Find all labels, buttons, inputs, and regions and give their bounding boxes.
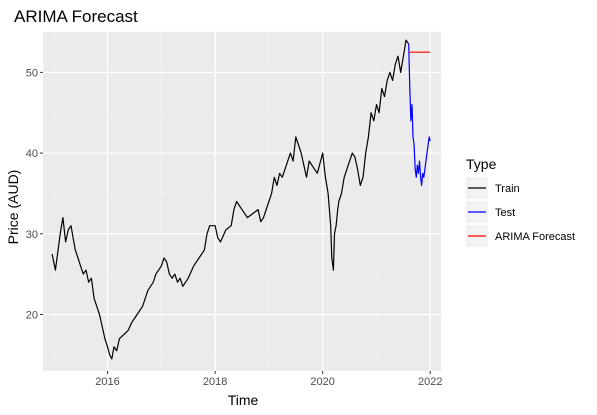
legend-label: ARIMA Forecast (495, 231, 575, 243)
legend-label: Train (495, 183, 520, 195)
plot-panel (43, 32, 441, 371)
major-gridlines (43, 32, 441, 371)
y-tick-label: 40 (26, 148, 38, 160)
y-axis: 20 30 40 50 (26, 67, 43, 322)
x-axis-title: Time (228, 392, 259, 408)
legend-label: Test (495, 207, 515, 219)
series-line-test (408, 44, 431, 186)
legend: Type Train Test ARIMA Forecast (466, 156, 575, 247)
y-axis-title: Price (AUD) (5, 170, 21, 245)
x-tick-label: 2020 (310, 376, 334, 388)
y-tick-label: 20 (26, 310, 38, 322)
chart-title: ARIMA Forecast (14, 7, 138, 26)
series-line-train (51, 39, 410, 360)
legend-title: Type (466, 156, 497, 172)
series-lines (51, 39, 431, 360)
y-tick-label: 50 (26, 67, 38, 79)
x-axis: 2016 2018 2020 2022 (95, 371, 442, 388)
x-tick-label: 2022 (418, 376, 442, 388)
y-tick-label: 30 (26, 229, 38, 241)
x-tick-label: 2018 (203, 376, 227, 388)
x-tick-label: 2016 (95, 376, 119, 388)
